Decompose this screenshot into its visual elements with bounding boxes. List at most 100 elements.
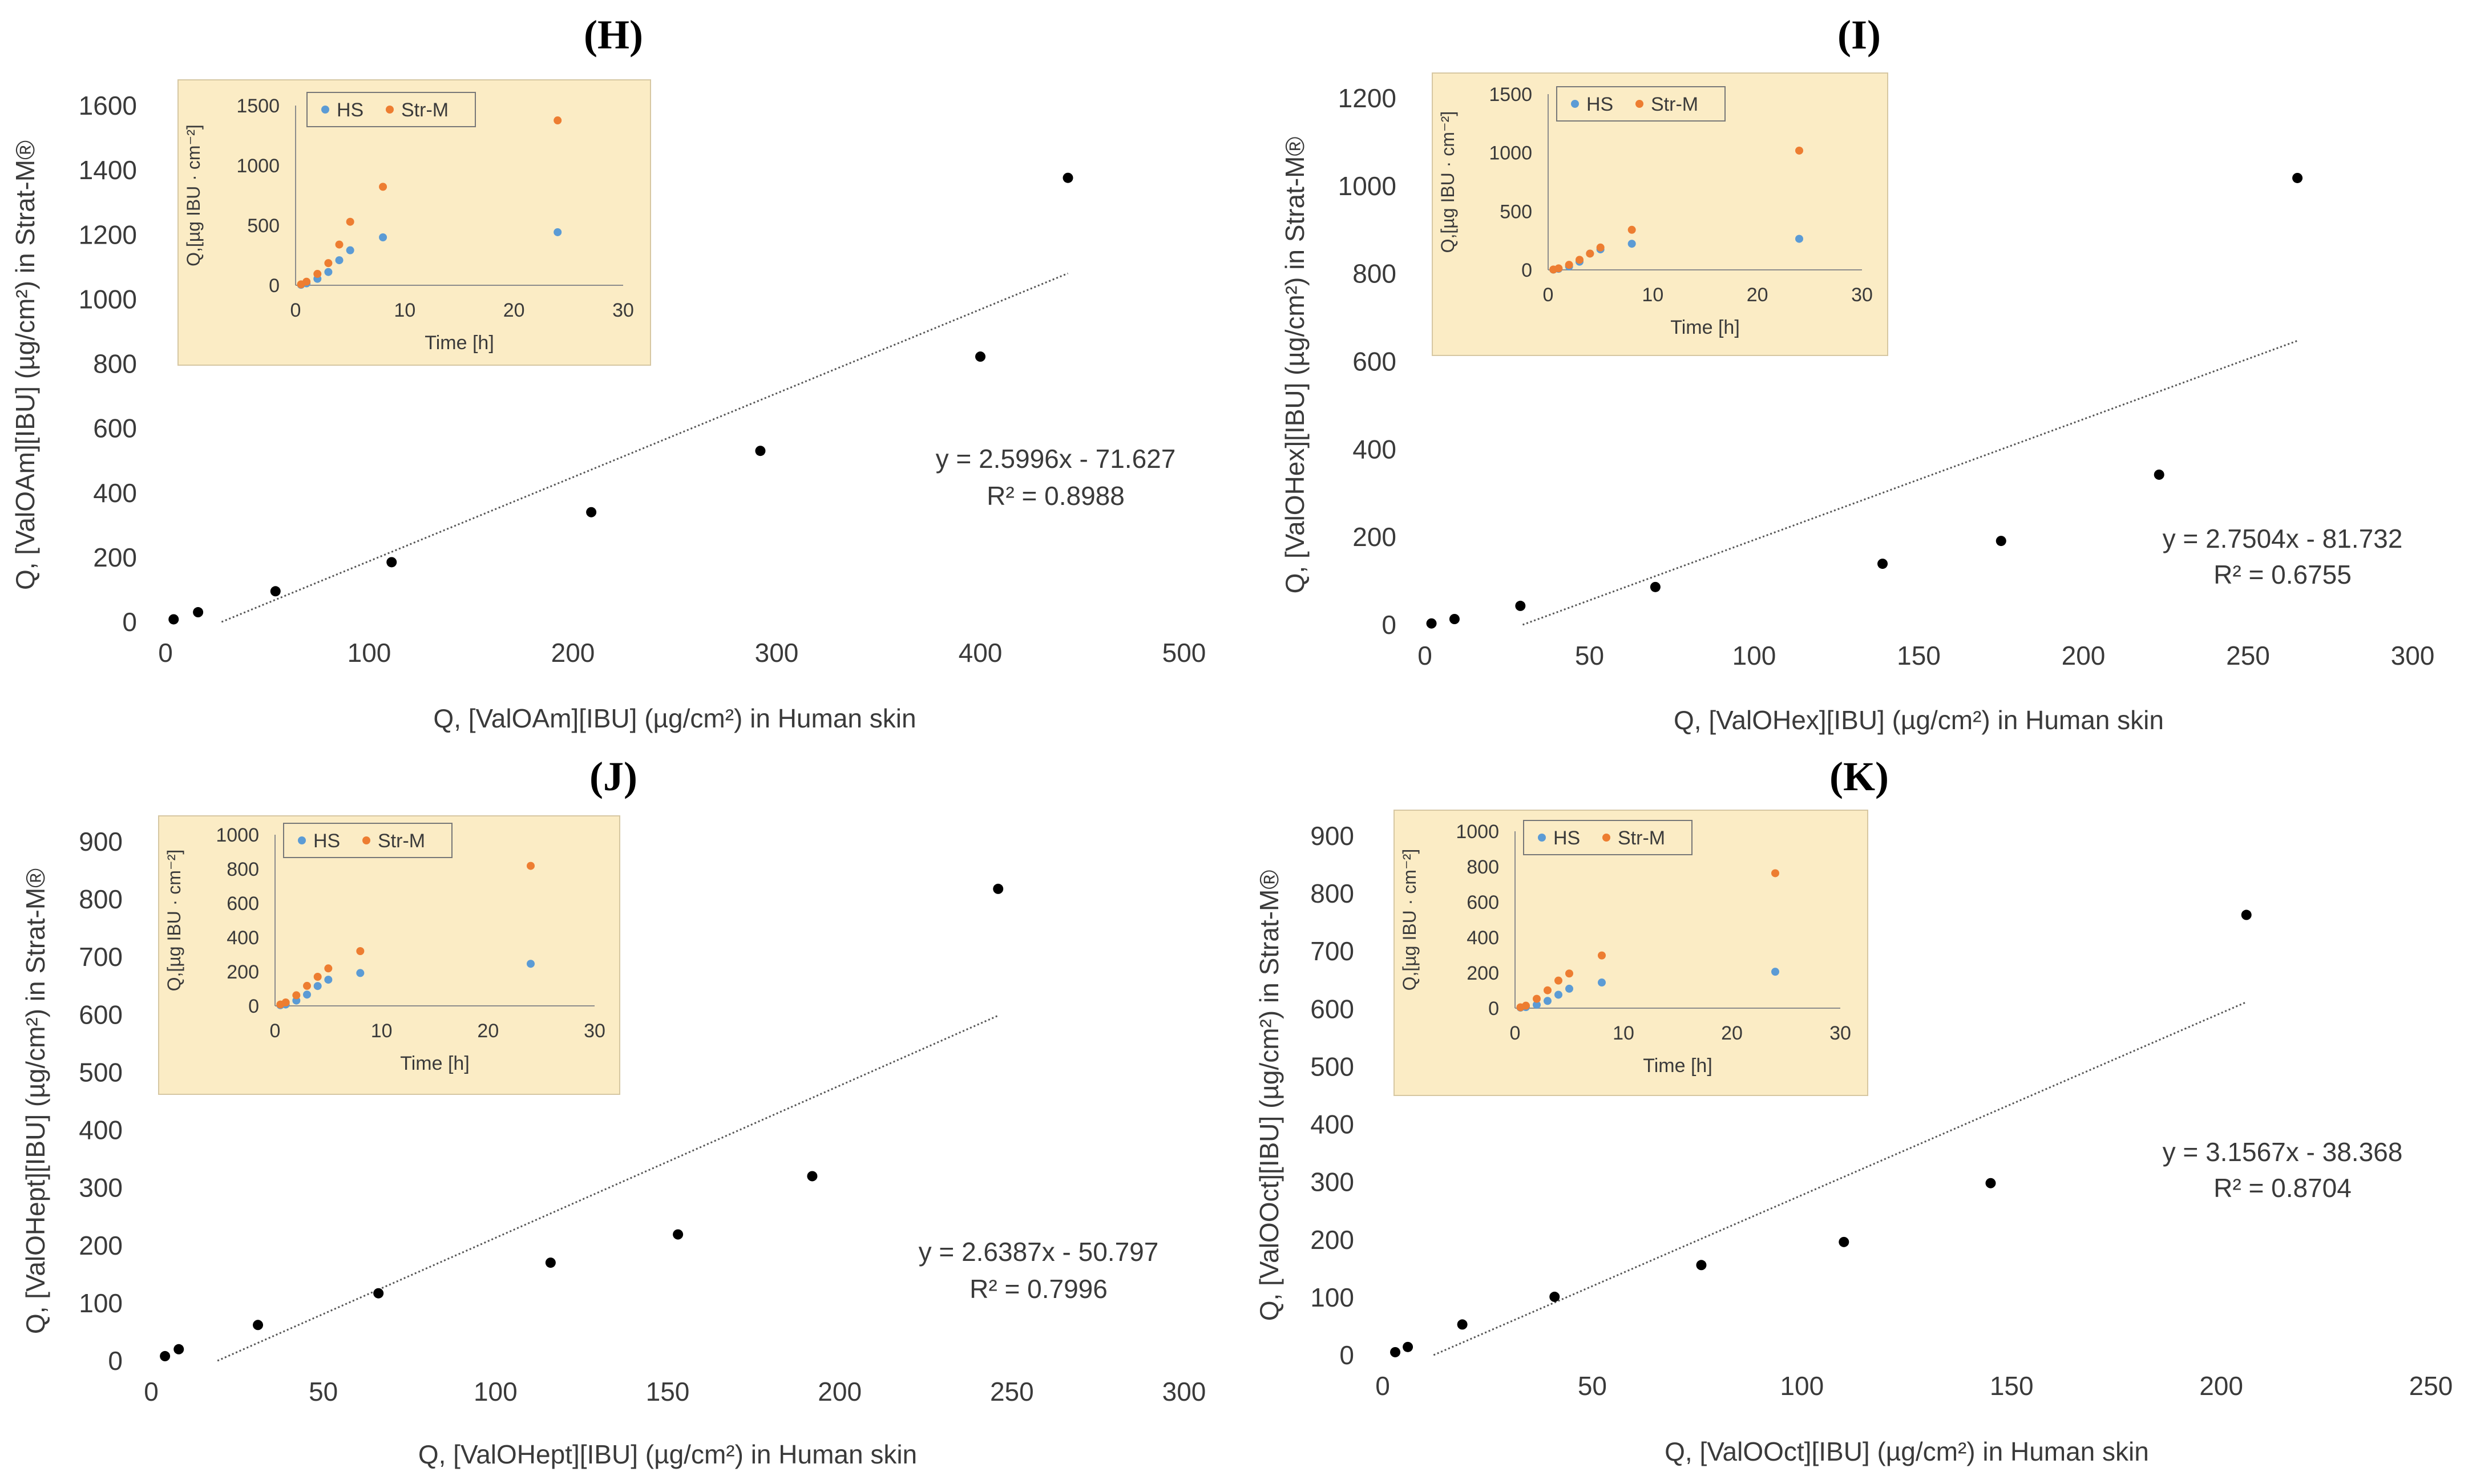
legend-strm-label: Str-M xyxy=(1618,827,1665,849)
x-tick-label: 50 xyxy=(309,1377,338,1406)
inset-point-strm xyxy=(1596,243,1605,252)
y-tick-label: 800 xyxy=(1310,879,1354,908)
inset-x-tick-label: 30 xyxy=(1829,1022,1851,1044)
inset-point-hs xyxy=(346,246,354,254)
x-tick-label: 500 xyxy=(1162,638,1206,668)
data-point xyxy=(755,446,766,456)
inset-y-axis-title: Q,[µg IBU · cm⁻²] xyxy=(164,850,184,992)
y-tick-label: 800 xyxy=(79,884,123,914)
inset-point-hs xyxy=(554,228,562,236)
data-point xyxy=(1515,600,1526,611)
data-point xyxy=(270,586,281,597)
inset-point-strm xyxy=(335,240,344,249)
y-tick-label: 200 xyxy=(1310,1225,1354,1255)
data-point xyxy=(2154,469,2164,480)
inset-x-tick-label: 0 xyxy=(270,1020,281,1042)
x-tick-label: 300 xyxy=(1162,1377,1206,1406)
inset-y-tick-label: 800 xyxy=(227,859,259,880)
inset-y-axis-title: Q,[µg IBU · cm⁻²] xyxy=(1437,111,1458,253)
data-point xyxy=(1403,1341,1413,1352)
trendline xyxy=(1522,339,2298,626)
inset-x-axis-title: Time [h] xyxy=(1670,317,1740,338)
y-tick-label: 200 xyxy=(93,543,137,572)
x-tick-label: 250 xyxy=(2226,641,2270,670)
inset-x-axis-title: Time [h] xyxy=(400,1053,470,1074)
inset-y-axis-title: Q,[µg IBU · cm⁻²] xyxy=(183,124,204,266)
data-point xyxy=(1985,1178,1996,1188)
inset-point-strm xyxy=(1586,249,1594,258)
inset-point-strm xyxy=(1565,261,1573,269)
trendline-r2: R² = 0.6755 xyxy=(2213,560,2352,589)
trendline xyxy=(221,272,1069,623)
inset-chart: 0 10 20 30 0 500 1000 1500 Time [h] Q,[µg IBU · c… xyxy=(177,79,651,366)
x-tick-label: 250 xyxy=(990,1377,1034,1406)
inset-point-hs xyxy=(1565,984,1573,993)
x-tick-label: 200 xyxy=(2062,641,2106,670)
legend-hs-marker xyxy=(1571,100,1579,108)
inset-y-tick-label: 500 xyxy=(1500,201,1532,223)
data-point xyxy=(1877,559,1888,569)
y-tick-label: 400 xyxy=(79,1115,123,1145)
data-point xyxy=(1390,1346,1401,1357)
x-axis-title: Q, [ValOHept][IBU] (µg/cm²) in Human ski… xyxy=(418,1439,917,1469)
data-point xyxy=(253,1320,264,1331)
inset-point-strm xyxy=(324,964,333,973)
panel-label: (K) xyxy=(1829,754,1889,799)
x-tick-label: 300 xyxy=(2391,641,2435,670)
x-axis-title: Q, [ValOHex][IBU] (µg/cm²) in Human skin xyxy=(1674,705,2164,735)
x-tick-label: 50 xyxy=(1578,1371,1607,1401)
inset-point-strm xyxy=(356,947,365,955)
inset-chart: 0 10 20 30 0 500 1000 1500 Time [h] Q,[µg IBU · c… xyxy=(1432,72,1888,356)
y-tick-label: 100 xyxy=(79,1288,123,1318)
inset-point-hs xyxy=(335,256,344,265)
legend-strm-label: Str-M xyxy=(401,99,449,121)
inset-x-tick-label: 20 xyxy=(477,1020,499,1042)
inset-point-strm xyxy=(1533,994,1541,1003)
inset-point-hs xyxy=(1533,1001,1541,1009)
inset-x-tick-label: 0 xyxy=(1510,1022,1521,1044)
data-point xyxy=(168,614,179,625)
x-tick-label: 150 xyxy=(1990,1371,2034,1401)
x-tick-label: 300 xyxy=(755,638,799,668)
data-point xyxy=(1696,1260,1707,1271)
legend-strm-label: Str-M xyxy=(378,830,425,852)
inset-point-strm xyxy=(1544,986,1552,994)
inset-background xyxy=(1393,810,1868,1096)
inset-point-strm xyxy=(324,259,333,268)
y-tick-label: 1200 xyxy=(79,220,137,249)
inset-y-tick-label: 600 xyxy=(1467,892,1499,913)
y-tick-label: 300 xyxy=(1310,1167,1354,1197)
inset-y-tick-label: 600 xyxy=(227,893,259,915)
inset-point-strm xyxy=(1554,976,1562,985)
inset-x-tick-label: 20 xyxy=(1747,284,1768,306)
x-tick-label: 400 xyxy=(959,638,1003,668)
inset-point-hs xyxy=(324,976,333,984)
data-point xyxy=(1457,1319,1468,1330)
inset-y-tick-label: 1500 xyxy=(1489,84,1532,106)
trendline-r2: R² = 0.8704 xyxy=(2213,1173,2352,1203)
inset-point-strm xyxy=(281,998,290,1006)
inset-background xyxy=(158,815,620,1095)
x-tick-label: 50 xyxy=(1575,641,1604,670)
y-tick-label: 0 xyxy=(1339,1340,1354,1370)
data-point xyxy=(586,507,597,517)
inset-point-hs xyxy=(1598,978,1606,987)
x-tick-label: 200 xyxy=(551,638,595,668)
x-tick-label: 200 xyxy=(2199,1371,2243,1401)
x-tick-label: 150 xyxy=(646,1377,690,1406)
inset-point-strm xyxy=(1554,264,1563,273)
inset-legend: HS Str-M xyxy=(283,823,453,858)
inset-y-tick-label: 0 xyxy=(269,275,280,297)
inset-chart: 0 10 20 30 0 200 400 600 800 1000 Time [h] Q,[µg IB… xyxy=(1393,810,1868,1096)
inset-legend: HS Str-M xyxy=(306,92,476,127)
y-axis-title: Q, [ValOAm][IBU] (µg/cm²) in Strat-M® xyxy=(10,140,40,590)
inset-y-tick-label: 1000 xyxy=(236,155,280,177)
data-point xyxy=(1996,536,2006,547)
inset-y-tick-label: 800 xyxy=(1467,856,1499,878)
inset-x-tick-label: 20 xyxy=(503,300,525,321)
inset-chart: 0 10 20 30 0 200 400 600 800 1000 Time [h] Q,[µg IB… xyxy=(158,815,620,1095)
inset-point-strm xyxy=(1627,225,1636,234)
trendline-equation: y = 3.1567x - 38.368 xyxy=(2163,1137,2403,1167)
inset-x-tick-label: 30 xyxy=(1851,284,1873,306)
